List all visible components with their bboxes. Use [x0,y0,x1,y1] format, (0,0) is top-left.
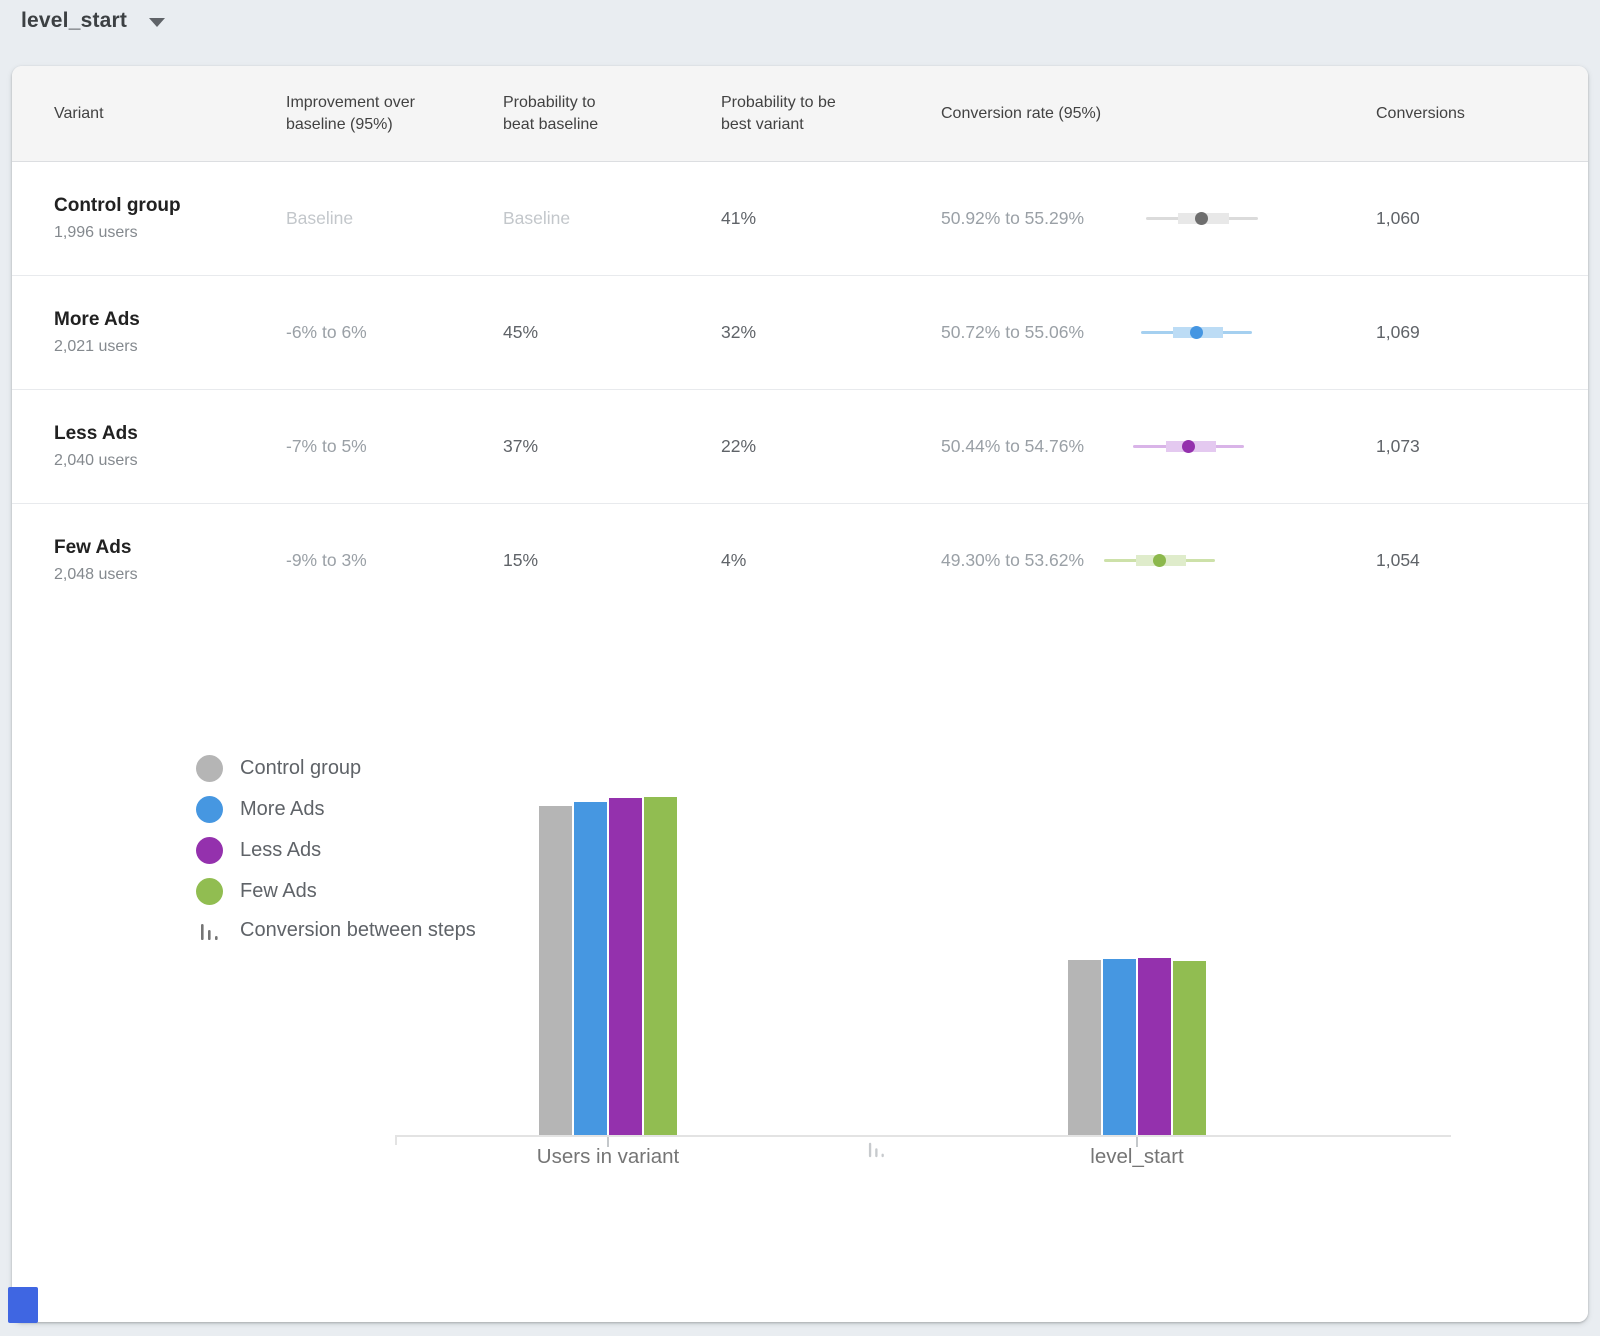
bar-few-ads-0 [644,797,677,1135]
bar-few-ads-1 [1173,961,1206,1135]
legend-label: More Ads [240,798,325,820]
ci-median-dot [1153,554,1167,567]
variant-users: 2,021 users [54,338,138,355]
confidence-interval-chart [1104,438,1266,455]
conversions-value: 1,069 [1376,322,1420,342]
column-header-variant: Variant [54,104,104,122]
conversions-value: 1,060 [1376,208,1420,228]
bar-less-ads-0 [609,798,642,1135]
bottom-left-blue-fragment [8,1287,38,1323]
bar-more-ads-0 [574,802,607,1135]
conversion-rate-text: 50.44% to 54.76% [941,436,1085,456]
column-header-prob-best: Probability to be best variant [721,93,836,133]
variant-users: 1,996 users [54,224,138,241]
improvement-value: -6% to 6% [286,322,367,342]
prob-best-value: 4% [721,550,747,570]
confidence-interval-chart [1104,552,1266,569]
legend-item-control-group: Control group [196,755,476,782]
x-axis-tick [607,1137,609,1147]
table-row: Less Ads 2,040 users -7% to 5% 37% 22% 5… [12,390,1588,504]
column-header-conversions: Conversions [1376,104,1465,122]
legend-item-few-ads: Few Ads [196,878,476,905]
conversion-rate-cell: 50.92% to 55.29% [941,208,1376,229]
metric-dropdown-label: level_start [21,9,128,32]
variant-cell: Few Ads 2,048 users [54,537,286,584]
chevron-down-icon [149,18,166,27]
variant-users: 2,040 users [54,452,138,469]
legend-label: Control group [240,757,362,779]
column-header-prob-beat: Probability to beat baseline [503,93,599,133]
legend-label: Less Ads [240,839,322,861]
legend-label: Few Ads [240,880,317,902]
conversion-steps-axis-icon [867,1141,887,1164]
x-axis-line [395,1135,1451,1137]
legend-item-less-ads: Less Ads [196,837,476,864]
chart-legend: Control group More Ads Less Ads Few Ads [196,755,476,956]
variant-cell: More Ads 2,021 users [54,309,286,356]
prob-beat-value: Baseline [503,208,571,228]
conversion-steps-icon [196,920,223,942]
table-row: More Ads 2,021 users -6% to 6% 45% 32% 5… [12,276,1588,390]
variant-cell: Control group 1,996 users [54,195,286,242]
legend-swatch [196,755,223,782]
improvement-value: Baseline [286,208,354,228]
conversion-rate-text: 50.72% to 55.06% [941,322,1085,342]
conversion-rate-cell: 49.30% to 53.62% [941,550,1376,571]
improvement-value: -9% to 3% [286,550,367,570]
ci-median-dot [1182,440,1196,453]
improvement-value: -7% to 5% [286,436,367,456]
table-row: Few Ads 2,048 users -9% to 3% 15% 4% 49.… [12,504,1588,618]
prob-beat-value: 45% [503,322,539,342]
variant-name: Less Ads [54,423,138,444]
prob-best-value: 32% [721,322,757,342]
prob-best-value: 22% [721,436,757,456]
prob-beat-value: 15% [503,550,539,570]
confidence-interval-chart [1104,210,1266,227]
bar-less-ads-1 [1138,958,1171,1135]
conversions-value: 1,073 [1376,436,1420,456]
prob-beat-value: 37% [503,436,539,456]
experiment-results-card: Variant Improvement over baseline (95%) … [12,66,1588,1322]
conversion-rate-text: 50.92% to 55.29% [941,208,1085,228]
x-axis-tick [1136,1137,1138,1147]
variant-users: 2,048 users [54,566,138,583]
bar-more-ads-1 [1103,959,1136,1135]
legend-swatch [196,878,223,905]
variant-name: More Ads [54,309,140,330]
bar-control-group-1 [1068,960,1101,1135]
table-header-row: Variant Improvement over baseline (95%) … [12,66,1588,162]
metric-dropdown[interactable]: level_start [21,9,166,33]
variant-name: Few Ads [54,537,132,558]
variant-name: Control group [54,195,181,216]
confidence-interval-chart [1104,324,1266,341]
legend-item-conversion-steps: Conversion between steps [196,919,476,942]
legend-label: Conversion between steps [240,919,476,941]
x-axis-label-level-start: level_start [1090,1145,1184,1168]
table-row: Control group 1,996 users Baseline Basel… [12,162,1588,276]
x-axis-label-users-in-variant: Users in variant [536,1145,680,1168]
column-header-conversion-rate: Conversion rate (95%) [941,104,1102,122]
legend-swatch [196,796,223,823]
column-header-improvement: Improvement over baseline (95%) [286,93,415,133]
bar-control-group-0 [539,806,572,1135]
conversion-rate-cell: 50.44% to 54.76% [941,436,1376,457]
legend-swatch [196,837,223,864]
prob-best-value: 41% [721,208,757,228]
ci-median-dot [1189,326,1203,339]
variant-cell: Less Ads 2,040 users [54,423,286,470]
variant-bar-chart: Control group More Ads Less Ads Few Ads [12,617,1588,1322]
ci-median-dot [1195,212,1209,225]
conversions-value: 1,054 [1376,550,1420,570]
legend-item-more-ads: More Ads [196,796,476,823]
conversion-rate-text: 49.30% to 53.62% [941,550,1085,570]
x-axis-end-tick [395,1137,397,1145]
conversion-rate-cell: 50.72% to 55.06% [941,322,1376,343]
